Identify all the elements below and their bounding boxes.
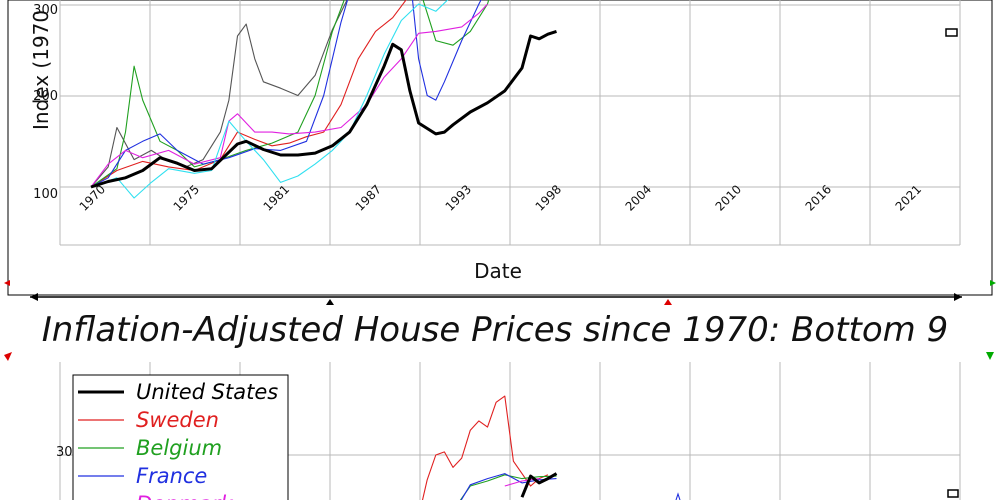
top-x-axis-title: Date [474, 259, 522, 283]
legend-box [72, 374, 289, 500]
top-y-tick-labels: 100 200 300 [33, 3, 58, 202]
top-chart-outer-border [7, 0, 993, 296]
bottom-series-group [421, 395, 681, 500]
top-series-line [90, 0, 407, 188]
top-y-tick-label: 200 [33, 89, 58, 104]
legend-label: France [136, 464, 207, 488]
bottom-series-line [675, 492, 681, 500]
top-series-line [90, 3, 488, 188]
legend-label: Denmark [136, 492, 233, 500]
series-end-marker [945, 28, 958, 37]
bottom-series-line [421, 395, 549, 500]
corner-arrow-left [4, 280, 10, 286]
top-series-line [90, 29, 557, 189]
bottom-series-line [459, 474, 557, 500]
bottom-series-line [520, 472, 558, 498]
bottom-series-end-marker [947, 489, 959, 498]
legend: United States Sweden Belgium France Denmark [72, 374, 289, 500]
bottom-series-line [460, 473, 557, 500]
panel-divider [4, 293, 994, 361]
top-series-line [90, 0, 449, 199]
corner-arrow-right [990, 280, 996, 286]
legend-label: United States [136, 380, 278, 404]
legend-label: Belgium [136, 436, 222, 460]
top-gridlines [59, 0, 961, 246]
bottom-chart-title: Inflation-Adjusted House Prices since 19… [42, 310, 948, 350]
top-y-tick-label: 100 [33, 187, 58, 202]
top-series-group [90, 0, 557, 199]
legend-label: Sweden [136, 408, 219, 432]
top-series-line [90, 0, 490, 188]
top-y-tick-label: 300 [33, 3, 58, 18]
top-series-line [90, 0, 482, 188]
bottom-chart-panel: Inflation-Adjusted House Prices since 19… [42, 310, 961, 500]
top-y-axis-title: Index (1970 [29, 10, 53, 130]
top-series-line [90, 0, 348, 188]
